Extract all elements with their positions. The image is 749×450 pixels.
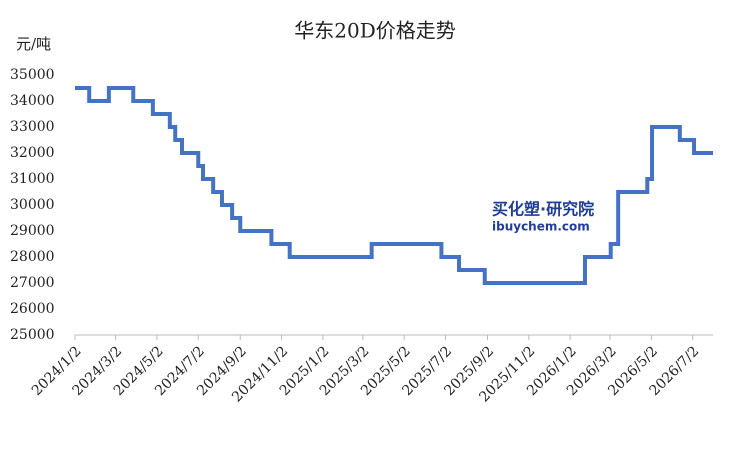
y-tick-label: 25000 bbox=[10, 327, 55, 343]
watermark-brand: 买化塑·研究院 bbox=[492, 200, 594, 219]
price-line bbox=[75, 86, 713, 285]
y-unit: 元/吨 bbox=[16, 35, 51, 53]
y-tick-label: 32000 bbox=[10, 145, 55, 161]
y-tick-label: 30000 bbox=[10, 197, 55, 213]
y-tick-label: 26000 bbox=[10, 301, 55, 317]
y-tick-label: 28000 bbox=[10, 249, 55, 265]
watermark-site: ibuychem.com bbox=[492, 220, 590, 234]
y-tick-label: 33000 bbox=[10, 119, 55, 135]
y-tick-label: 35000 bbox=[10, 67, 55, 83]
chart-title: 华东20D价格走势 bbox=[294, 19, 455, 43]
y-tick-label: 31000 bbox=[10, 171, 55, 187]
y-tick-label: 29000 bbox=[10, 223, 55, 239]
y-tick-label: 34000 bbox=[10, 93, 55, 109]
y-tick-label: 27000 bbox=[10, 275, 55, 291]
